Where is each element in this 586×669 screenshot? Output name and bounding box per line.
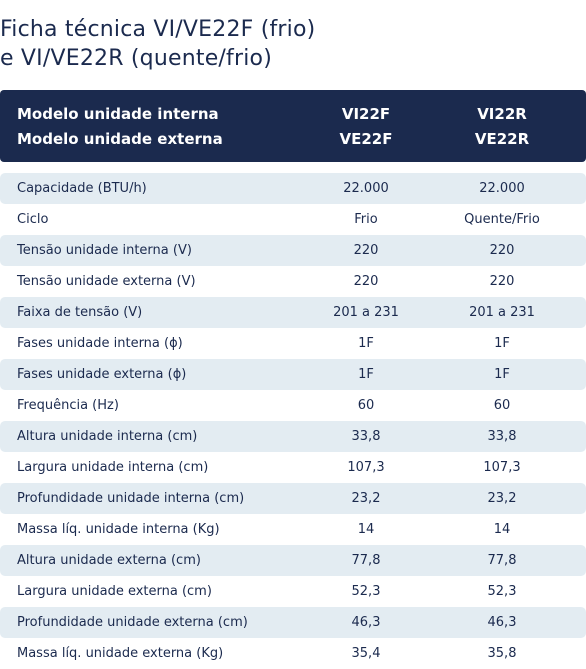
- header-model-col2: VE22R: [474, 130, 530, 148]
- spec-label: Frequência (Hz): [17, 398, 119, 413]
- spec-value-col1: 35,4: [351, 646, 381, 661]
- spec-label: Largura unidade interna (cm): [17, 460, 209, 475]
- spec-label: Profundidade unidade interna (cm): [17, 491, 245, 506]
- header-model-col2: VI22R: [477, 105, 527, 123]
- header-row-external-model: Modelo unidade externa VE22F VE22R: [0, 127, 586, 151]
- spec-row: Faixa de tensão (V) 201 a 231 201 a 231: [0, 297, 586, 328]
- spec-value-col1: 46,3: [351, 615, 381, 630]
- spec-value-col2: 1F: [494, 367, 510, 382]
- spec-value-col1: 52,3: [351, 584, 381, 599]
- spec-label: Altura unidade interna (cm): [17, 429, 198, 444]
- spec-table-header: Modelo unidade interna VI22F VI22R Model…: [0, 90, 586, 162]
- spec-value-col1: 22.000: [343, 181, 389, 196]
- spec-label: Faixa de tensão (V): [17, 305, 143, 320]
- spec-value-col1: 23,2: [351, 491, 381, 506]
- header-label: Modelo unidade interna: [17, 105, 219, 123]
- spec-value-col2: 201 a 231: [469, 305, 535, 320]
- spec-value-col2: 14: [493, 522, 511, 537]
- spec-label: Altura unidade externa (cm): [17, 553, 201, 568]
- spec-value-col2: 46,3: [487, 615, 517, 630]
- spec-value-col1: 77,8: [351, 553, 381, 568]
- spec-row: Largura unidade externa (cm) 52,3 52,3: [0, 576, 586, 607]
- spec-value-col1: 220: [353, 243, 379, 258]
- spec-value-col2: 77,8: [487, 553, 517, 568]
- spec-label: Massa líq. unidade externa (Kg): [17, 646, 224, 661]
- spec-value-col1: 60: [357, 398, 375, 413]
- spec-value-col2: 35,8: [487, 646, 517, 661]
- spec-value-col2: 107,3: [483, 460, 521, 475]
- header-model-col1: VE22F: [339, 130, 393, 148]
- spec-value-col2: 22.000: [479, 181, 525, 196]
- spec-row: Altura unidade interna (cm) 33,8 33,8: [0, 421, 586, 452]
- spec-row: Fases unidade interna (ϕ) 1F 1F: [0, 328, 586, 359]
- spec-value-col2: 52,3: [487, 584, 517, 599]
- spec-row: Capacidade (BTU/h) 22.000 22.000: [0, 173, 586, 204]
- page-title-line-2: e VI/VE22R (quente/frio): [0, 45, 272, 71]
- spec-label: Profundidade unidade externa (cm): [17, 615, 248, 630]
- spec-row: Fases unidade externa (ϕ) 1F 1F: [0, 359, 586, 390]
- spec-value-col1: 220: [353, 274, 379, 289]
- spec-row: Profundidade unidade interna (cm) 23,2 23,…: [0, 483, 586, 514]
- header-label: Modelo unidade externa: [17, 130, 223, 148]
- spec-label: Tensão unidade interna (V): [17, 243, 192, 258]
- spec-table: Capacidade (BTU/h) 22.000 22.000 Ciclo Frio Q…: [0, 173, 586, 669]
- spec-row: Massa líq. unidade externa (Kg) 35,4 35,8: [0, 638, 586, 669]
- spec-value-col1: 201 a 231: [333, 305, 399, 320]
- spec-label: Fases unidade externa (ϕ): [17, 367, 187, 382]
- spec-label: Largura unidade externa (cm): [17, 584, 212, 599]
- spec-value-col2: 23,2: [487, 491, 517, 506]
- spec-row: Massa líq. unidade interna (Kg) 14 14: [0, 514, 586, 545]
- spec-value-col2: 33,8: [487, 429, 517, 444]
- spec-label: Ciclo: [17, 212, 49, 227]
- spec-value-col2: 60: [493, 398, 511, 413]
- spec-value-col1: 1F: [358, 336, 374, 351]
- spec-value-col1: 107,3: [347, 460, 385, 475]
- spec-row: Altura unidade externa (cm) 77,8 77,8: [0, 545, 586, 576]
- spec-row: Tensão unidade externa (V) 220 220: [0, 266, 586, 297]
- spec-value-col1: Frio: [354, 212, 378, 227]
- spec-row: Tensão unidade interna (V) 220 220: [0, 235, 586, 266]
- spec-value-col1: 14: [357, 522, 375, 537]
- spec-value-col2: 1F: [494, 336, 510, 351]
- spec-label: Massa líq. unidade interna (Kg): [17, 522, 220, 537]
- spec-row: Ciclo Frio Quente/Frio: [0, 204, 586, 235]
- spec-value-col2: Quente/Frio: [464, 212, 540, 227]
- header-row-internal-model: Modelo unidade interna VI22F VI22R: [0, 102, 586, 126]
- header-model-col1: VI22F: [341, 105, 391, 123]
- spec-row: Largura unidade interna (cm) 107,3 107,3: [0, 452, 586, 483]
- spec-value-col2: 220: [489, 274, 515, 289]
- spec-value-col2: 220: [489, 243, 515, 258]
- spec-row: Frequência (Hz) 60 60: [0, 390, 586, 421]
- page-title: Ficha técnica VI/VE22F (frio) e VI/VE22R…: [0, 15, 586, 73]
- spec-value-col1: 1F: [358, 367, 374, 382]
- spec-value-col1: 33,8: [351, 429, 381, 444]
- spec-row: Profundidade unidade externa (cm) 46,3 46,…: [0, 607, 586, 638]
- spec-label: Capacidade (BTU/h): [17, 181, 147, 196]
- spec-label: Tensão unidade externa (V): [17, 274, 196, 289]
- page-title-line-1: Ficha técnica VI/VE22F (frio): [0, 16, 316, 42]
- spec-label: Fases unidade interna (ϕ): [17, 336, 183, 351]
